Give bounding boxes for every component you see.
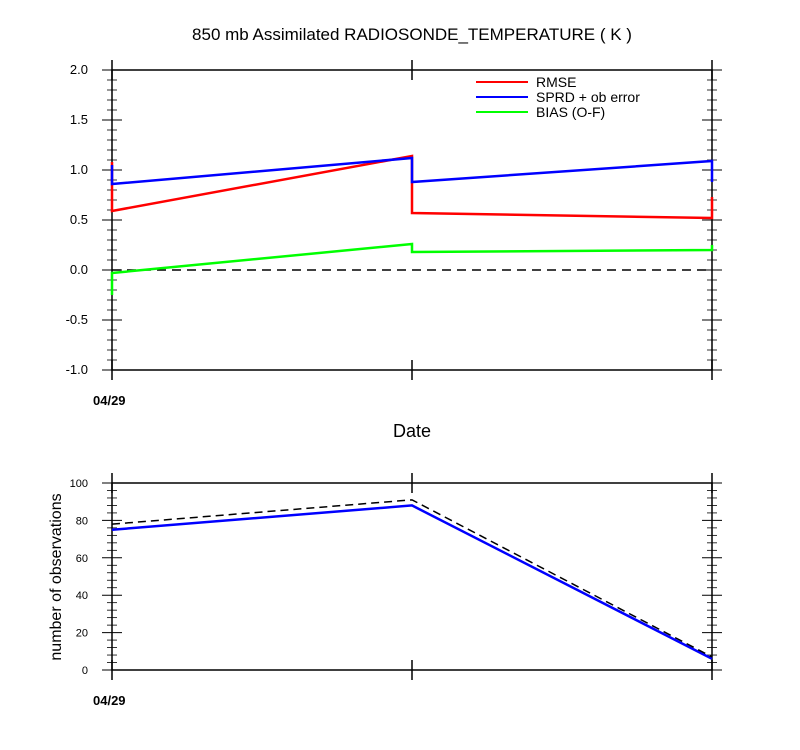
bottom-x-tick-labels: 04/29 [93,693,126,708]
bottom-plot-frame [111,482,713,671]
x-tick-label: 04/29 [93,693,126,708]
top-x-tick-labels: 04/29 [93,393,126,408]
top-plot-frame [111,69,713,371]
bottom-panel: 0 20 40 60 80 100 04/29 number of observation… [48,473,722,708]
x-tick-label: 04/29 [93,393,126,408]
y-tick-label: 0 [82,665,88,677]
y-tick-label: -1.0 [66,362,88,377]
y-tick-label: 40 [76,590,88,602]
series-line-possible [111,499,713,658]
series-line-rmse [110,154,714,220]
y-tick-label: 100 [70,478,88,490]
bottom-series [111,499,713,660]
series-line-bias-o-f- [110,242,714,295]
y-tick-label: 0.5 [70,212,88,227]
y-tick-label: 2.0 [70,62,88,77]
legend-label: RMSE [536,74,576,90]
chart-title: 850 mb Assimilated RADIOSONDE_TEMPERATUR… [192,25,632,44]
y-tick-label: 60 [76,553,88,565]
bottom-axis-ticks [102,473,722,680]
series-line-sprd-ob-error [110,156,714,186]
legend-label: BIAS (O-F) [536,104,605,120]
y-tick-label: 80 [76,515,88,527]
y-tick-label: 0.0 [70,262,88,277]
y-tick-label: 1.5 [70,112,88,127]
y-tick-label: 1.0 [70,162,88,177]
y-axis-label: number of observations [48,493,65,660]
top-panel: 850 mb Assimilated RADIOSONDE_TEMPERATUR… [66,25,722,441]
legend-label: SPRD + ob error [536,89,640,105]
series-line-assimilated [111,504,713,660]
top-y-tick-labels: -1.0 -0.5 0.0 0.5 1.0 1.5 2.0 [66,62,88,377]
bottom-y-tick-labels: 0 20 40 60 80 100 [70,478,88,677]
y-tick-label: -0.5 [66,312,88,327]
top-series [110,154,714,295]
y-tick-label: 20 [76,628,88,640]
top-axis-ticks [102,60,722,380]
x-axis-label: Date [393,421,431,441]
